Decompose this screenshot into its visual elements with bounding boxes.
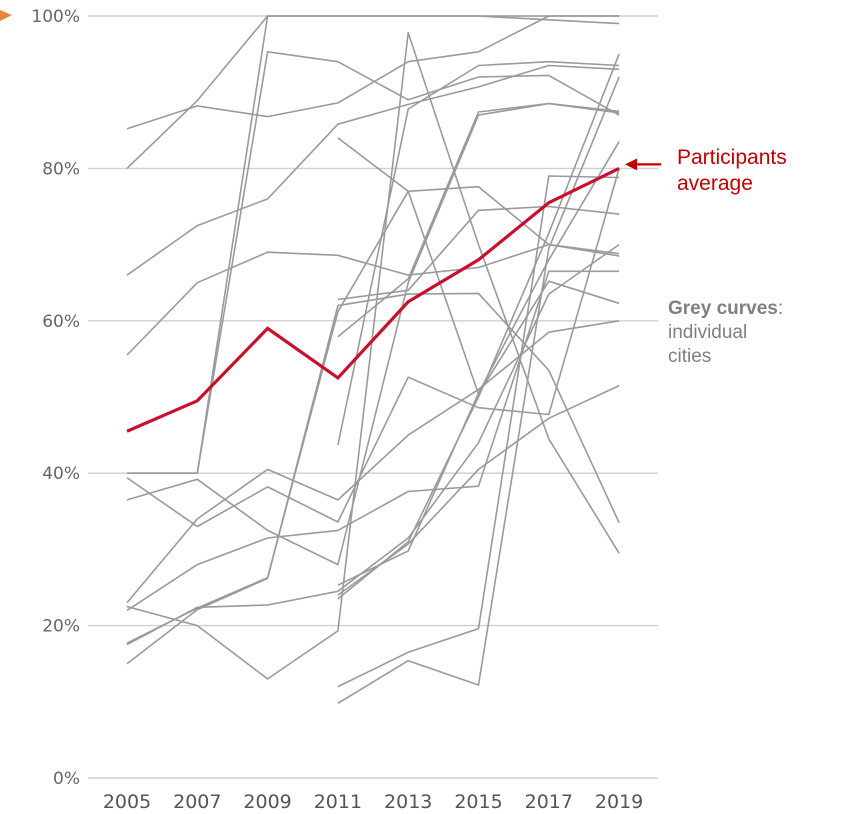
grey-curves-line-2: cities xyxy=(668,346,712,367)
city-line-21 xyxy=(337,384,620,596)
annotation-arrows xyxy=(0,10,662,171)
city-line-18 xyxy=(337,60,620,446)
city-line-12 xyxy=(126,243,620,646)
city-line-22 xyxy=(337,175,620,688)
y-tick-label: 40% xyxy=(42,464,80,484)
city-line-16 xyxy=(337,205,620,301)
x-tick-label: 2019 xyxy=(595,791,643,813)
city-line-4 xyxy=(127,15,620,475)
x-tick-label: 2005 xyxy=(103,791,151,813)
y-tick-label: 80% xyxy=(42,159,80,179)
city-line-2 xyxy=(126,15,620,169)
edge-arrow-icon xyxy=(0,10,12,21)
grey-curves-colon: : xyxy=(777,298,784,319)
city-line-10 xyxy=(126,270,620,612)
city-line-9 xyxy=(126,320,620,604)
average-line xyxy=(126,166,620,433)
y-tick-label: 100% xyxy=(31,7,80,27)
average-arrow-head xyxy=(625,158,638,171)
city-line-1 xyxy=(126,15,620,130)
x-axis-tick-labels: 2005 2007 2009 2011 2013 2015 2017 2019 xyxy=(103,791,643,813)
average-annotation-line-1: Participants xyxy=(677,146,787,169)
grey-curves-line-1: individual xyxy=(668,322,748,343)
x-tick-label: 2009 xyxy=(243,791,291,813)
city-line-15 xyxy=(337,137,620,255)
city-line-5 xyxy=(126,64,620,276)
average-annotation: Participants average xyxy=(677,145,787,197)
city-line-13 xyxy=(126,292,620,665)
y-axis-tick-labels: 0% 20% 40% 60% 80% 100% xyxy=(31,7,80,789)
y-tick-label: 60% xyxy=(42,312,80,332)
grey-curves-annotation: Grey curves: individual cities xyxy=(668,297,783,369)
y-tick-label: 0% xyxy=(53,769,80,789)
x-tick-label: 2011 xyxy=(314,791,362,813)
average-series xyxy=(126,166,620,433)
city-line-17 xyxy=(337,102,620,338)
average-annotation-line-2: average xyxy=(677,172,753,195)
gridlines xyxy=(88,15,658,779)
city-line-8 xyxy=(126,168,620,528)
x-tick-label: 2007 xyxy=(173,791,221,813)
city-line-3 xyxy=(127,50,620,475)
grey-curves-label-bold: Grey curves xyxy=(668,298,778,319)
x-tick-label: 2013 xyxy=(384,791,432,813)
city-line-14 xyxy=(126,190,620,644)
x-tick-label: 2015 xyxy=(454,791,502,813)
x-tick-label: 2017 xyxy=(525,791,573,813)
city-series-lines xyxy=(126,15,620,704)
y-tick-label: 20% xyxy=(42,617,80,637)
city-line-20 xyxy=(337,141,620,586)
city-line-11 xyxy=(126,31,620,680)
city-line-19 xyxy=(337,53,620,600)
